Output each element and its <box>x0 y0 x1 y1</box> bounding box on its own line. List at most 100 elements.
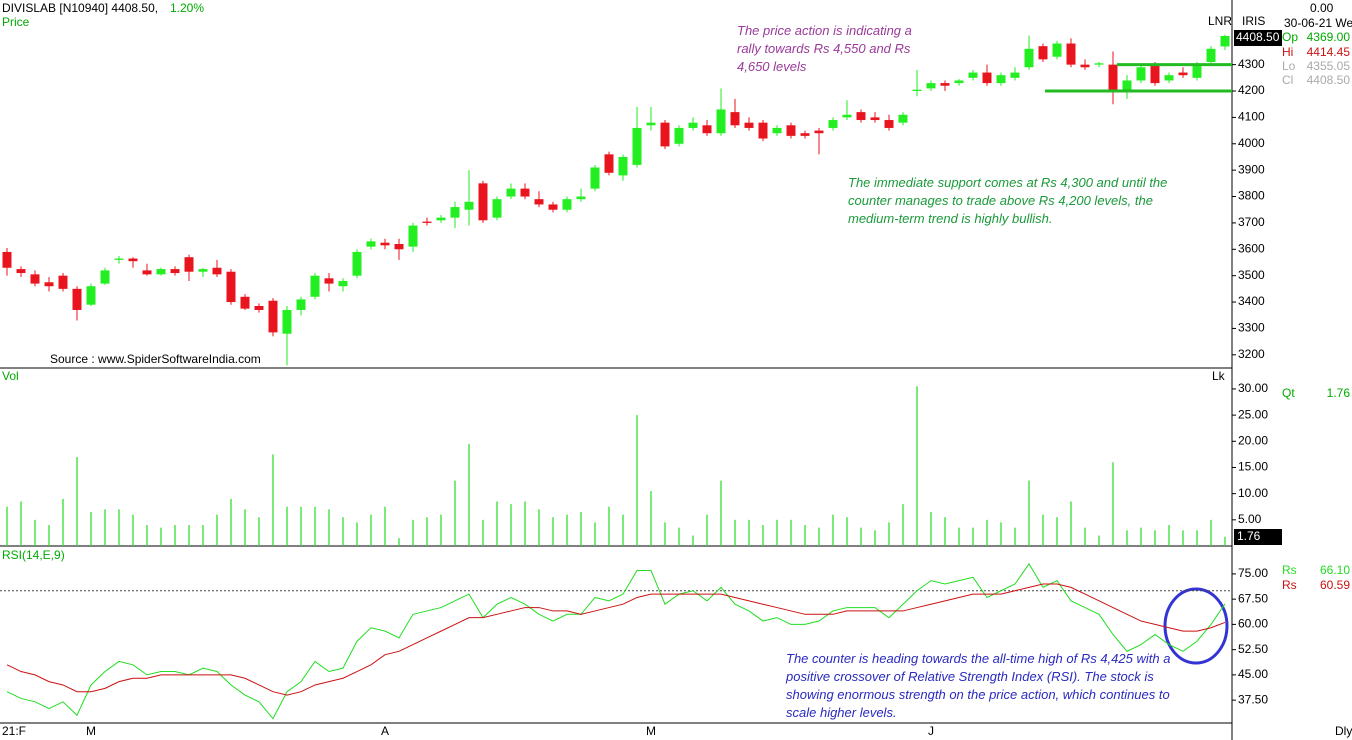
volume-bar <box>482 519 484 546</box>
candle-body <box>296 299 306 310</box>
y-tick-label: 3700 <box>1238 215 1265 229</box>
volume-bar <box>636 415 638 546</box>
legend-label: Qt <box>1282 386 1295 400</box>
volume-bar <box>272 454 274 546</box>
candle-body <box>408 225 418 247</box>
candle-body <box>884 120 894 128</box>
volume-bar <box>1000 522 1002 546</box>
candle-body <box>604 154 614 173</box>
legend-value: 66.10 <box>1320 563 1350 577</box>
volume-bar <box>1084 527 1086 546</box>
volume-bar <box>300 506 302 546</box>
candle-body <box>576 196 586 200</box>
volume-bar <box>20 501 22 546</box>
candle-body <box>996 75 1006 84</box>
info-value: 4369.00 <box>1307 30 1351 44</box>
volume-bar <box>804 525 806 546</box>
volume-bar <box>230 498 232 546</box>
volume-bar <box>860 527 862 546</box>
y-tick-label: 3600 <box>1238 241 1265 255</box>
volume-bar <box>818 527 820 546</box>
volume-bar <box>370 514 372 546</box>
volume-bar <box>1014 527 1016 546</box>
volume-bar <box>216 514 218 546</box>
candle-body <box>506 188 516 197</box>
candle-body <box>758 122 768 139</box>
y-tick-label: 4300 <box>1238 57 1265 71</box>
info-label: Op <box>1282 30 1298 44</box>
volume-bar <box>328 509 330 546</box>
volume-box <box>1234 529 1282 545</box>
annotation: The counter is heading towards the all-t… <box>786 651 1171 720</box>
candle-body <box>688 122 698 128</box>
volume-bar <box>776 519 778 546</box>
candle-body <box>394 244 404 250</box>
price-box <box>1234 30 1282 46</box>
volume-bar <box>1224 536 1226 546</box>
price-box-label: 4408.50 <box>1236 30 1280 44</box>
candle-body <box>1024 48 1034 68</box>
candle-body <box>590 167 600 189</box>
volume-bar <box>1126 530 1128 546</box>
x-tick-label: A <box>381 724 389 738</box>
volume-bar <box>1042 514 1044 546</box>
volume-bar <box>1112 462 1114 546</box>
y-tick-label: 52.50 <box>1238 642 1268 656</box>
candle-body <box>1080 64 1090 68</box>
panel-title: Vol <box>2 369 19 383</box>
annotation: The price action is indicating a rally t… <box>737 23 912 74</box>
candle-body <box>1066 43 1076 65</box>
candle-body <box>128 258 138 262</box>
volume-bar <box>706 514 708 546</box>
candle-body <box>254 306 264 310</box>
candle-body <box>450 207 460 218</box>
candle-body <box>422 221 432 223</box>
legend-label: Rs <box>1282 563 1297 577</box>
candle-body <box>1038 46 1048 60</box>
candle-body <box>324 278 334 284</box>
y-tick-label: 75.00 <box>1238 566 1268 580</box>
volume-bar <box>930 511 932 546</box>
y-tick-label: 3900 <box>1238 162 1265 176</box>
volume-bar <box>76 457 78 546</box>
volume-bar <box>832 514 834 546</box>
candle-body <box>380 242 390 246</box>
volume-bar <box>678 527 680 546</box>
y-tick-label: 45.00 <box>1238 667 1268 681</box>
candle-body <box>730 112 740 126</box>
volume-bar <box>1056 517 1058 546</box>
volume-bar <box>90 511 92 546</box>
candle-body <box>842 114 852 118</box>
volume-bar <box>440 514 442 546</box>
candle-body <box>268 300 278 333</box>
volume-bar <box>580 511 582 546</box>
candle-body <box>492 199 502 218</box>
volume-bar <box>104 509 106 546</box>
volume-bar <box>146 525 148 546</box>
candle-body <box>716 109 726 134</box>
y-tick-label: 4100 <box>1238 110 1265 124</box>
volume-bar <box>188 525 190 546</box>
legend-value: 60.59 <box>1320 578 1350 592</box>
candle-body <box>548 204 558 210</box>
info-value: 4408.50 <box>1307 73 1351 87</box>
candle-body <box>338 280 348 287</box>
candle-body <box>1164 75 1174 81</box>
iris-label: IRIS <box>1242 14 1265 28</box>
volume-bar <box>1028 480 1030 546</box>
volume-box-label: 1.76 <box>1237 529 1261 543</box>
candle-body <box>44 282 54 287</box>
rsi-line <box>6 562 1226 720</box>
lnr-label: LNR <box>1208 14 1232 28</box>
top-value: 0.00 <box>1310 1 1334 15</box>
candle-body <box>632 127 642 165</box>
volume-bar <box>496 501 498 546</box>
candle-body <box>870 117 880 121</box>
volume-bar <box>748 519 750 546</box>
y-tick-label: 4000 <box>1238 136 1265 150</box>
info-label: Hi <box>1282 45 1293 59</box>
y-tick-label: 4200 <box>1238 83 1265 97</box>
y-tick-label: 15.00 <box>1238 460 1268 474</box>
